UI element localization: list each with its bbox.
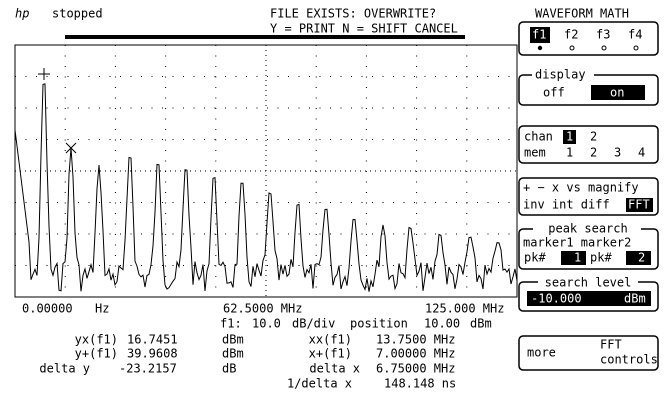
- meas-value: 6.75000 MHz: [376, 362, 455, 376]
- operators[interactable]: + − x vs magnify: [523, 181, 639, 195]
- indicator: [601, 45, 607, 51]
- more-line: controls: [600, 353, 658, 367]
- indicator: [569, 45, 575, 51]
- position-label: position: [350, 317, 408, 331]
- position-value: 10.00: [424, 317, 460, 331]
- meas-unit: dBm: [222, 347, 244, 361]
- display-off[interactable]: off: [543, 86, 565, 100]
- meas-label: yx(f1): [75, 333, 118, 347]
- meas-unit: dBm: [222, 333, 244, 347]
- record-bar: [65, 35, 465, 39]
- plot-frame: [14, 44, 518, 298]
- meas-label: y+(f1): [75, 347, 118, 361]
- scale-func: f1:: [220, 317, 242, 331]
- more-box[interactable]: [518, 335, 659, 371]
- operator-selected: [626, 198, 653, 212]
- meas-label: x+(f1): [309, 347, 352, 361]
- status: stopped: [52, 7, 103, 21]
- level-value[interactable]: -10.000: [531, 292, 582, 306]
- operator-box[interactable]: [518, 177, 659, 216]
- chan-option[interactable]: 2: [590, 130, 597, 144]
- mem-option[interactable]: 2: [590, 146, 597, 160]
- meas-value: 7.00000 MHz: [376, 347, 455, 361]
- pk-value[interactable]: 1: [574, 251, 581, 265]
- chan-option[interactable]: 1: [566, 130, 573, 144]
- scale-value: 10.0: [252, 317, 281, 331]
- axis-start: 0.00000: [22, 302, 73, 316]
- axis-center: 62.5000 MHz: [223, 302, 302, 316]
- meas-value: 39.9608: [127, 347, 178, 361]
- meas-unit: dB: [222, 362, 236, 376]
- mem-label: mem: [524, 146, 546, 160]
- label-gap: [533, 222, 641, 236]
- fft-trace: [14, 83, 518, 292]
- level-field: [527, 291, 651, 306]
- display-selected: [591, 85, 645, 100]
- message: FILE EXISTS: OVERWRITE?: [270, 7, 436, 21]
- mem-option[interactable]: 1: [566, 146, 573, 160]
- level-unit: dBm: [624, 292, 646, 306]
- meas-label: delta y: [39, 362, 90, 376]
- source-selected: [563, 130, 576, 144]
- meas-label: xx(f1): [309, 333, 352, 347]
- function-selected: [530, 27, 550, 43]
- function[interactable]: f2: [564, 28, 578, 42]
- meas-label: delta x: [309, 362, 360, 376]
- function-box[interactable]: [518, 21, 659, 56]
- scale-unit: dB/div: [292, 317, 335, 331]
- marker-plus: [38, 68, 50, 80]
- message: Y = PRINT N = SHIFT CANCEL: [270, 22, 458, 36]
- pk-label: pk#: [590, 251, 612, 265]
- meas-value: 16.7451: [127, 333, 178, 347]
- level-label: search level: [545, 276, 632, 290]
- axis-unit: Hz: [95, 302, 109, 316]
- pk-field: [626, 251, 651, 265]
- label-gap: [532, 68, 594, 82]
- function[interactable]: f4: [628, 28, 642, 42]
- more-label[interactable]: more: [527, 346, 556, 360]
- operators[interactable]: inv int diff: [523, 198, 610, 212]
- meas-label: 1/delta x: [287, 377, 352, 391]
- label-gap: [538, 276, 638, 290]
- chan-label: chan: [524, 130, 553, 144]
- display-on[interactable]: on: [610, 86, 624, 100]
- logo: hp: [15, 7, 29, 21]
- function[interactable]: f3: [596, 28, 610, 42]
- mem-option[interactable]: 3: [614, 146, 621, 160]
- more-line: FFT: [600, 338, 622, 352]
- operator[interactable]: FFT: [628, 198, 650, 212]
- meas-value: 13.7500 MHz: [376, 333, 455, 347]
- indicator: [633, 45, 639, 51]
- graticule: [15, 45, 517, 297]
- menu-title: WAVEFORM MATH: [535, 7, 629, 21]
- mem-option[interactable]: 4: [638, 146, 645, 160]
- markers: marker1 marker2: [523, 236, 631, 250]
- source-box[interactable]: [518, 125, 659, 164]
- position-unit: dBm: [470, 317, 492, 331]
- axis-end: 125.000 MHz: [425, 302, 504, 316]
- marker-x: [65, 142, 77, 154]
- pk-value[interactable]: 2: [638, 251, 645, 265]
- pk-label: pk#: [524, 251, 546, 265]
- indicator: [537, 45, 543, 51]
- meas-value: -23.2157: [119, 362, 177, 376]
- pk-field: [561, 251, 586, 265]
- peak-label: peak search: [548, 222, 627, 236]
- function[interactable]: f1: [532, 28, 546, 42]
- display-label: display: [535, 68, 586, 82]
- meas-value: 148.148 ns: [384, 377, 456, 391]
